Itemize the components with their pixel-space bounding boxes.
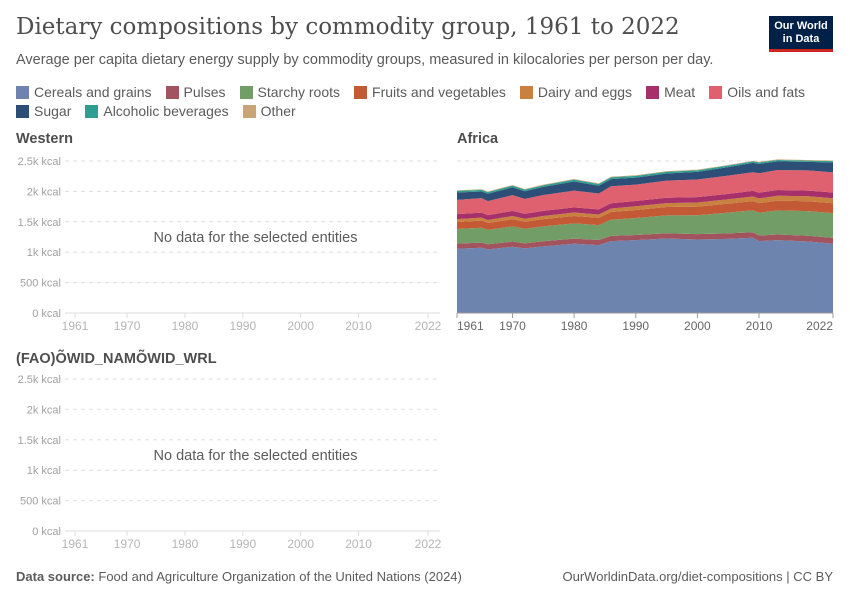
legend-swatch <box>519 85 533 99</box>
legend-label: Starchy roots <box>257 84 341 100</box>
x-tick-label: 2000 <box>287 537 314 551</box>
area-pulses[interactable] <box>457 232 833 250</box>
y-tick-label: 0 kcal <box>32 526 61 538</box>
y-tick-label: 2.5k kcal <box>18 374 61 386</box>
x-tick-label: 1961 <box>457 319 484 333</box>
footer-link-area: OurWorldinData.org/diet-compositions | C… <box>563 569 833 584</box>
x-tick-label: 1961 <box>62 537 89 551</box>
x-tick-label: 2022 <box>415 319 442 333</box>
chart-title: Dietary compositions by commodity group,… <box>16 14 680 40</box>
legend-swatch <box>709 85 723 99</box>
data-source-label: Data source: <box>16 569 95 584</box>
x-tick-label: 2022 <box>806 319 833 333</box>
x-tick-label: 2010 <box>746 319 773 333</box>
legend-swatch <box>354 85 368 99</box>
x-tick-label: 2010 <box>345 537 372 551</box>
y-tick-label: 1k kcal <box>27 247 61 259</box>
area-fruits-and-vegetables[interactable] <box>457 200 833 230</box>
legend-item[interactable]: Fruits and vegetables <box>354 84 506 100</box>
x-tick-label: 1980 <box>172 319 199 333</box>
y-tick-label: 500 kcal <box>20 496 61 508</box>
chart-url-link[interactable]: OurWorldinData.org/diet-compositions <box>562 569 783 584</box>
y-tick-label: 500 kcal <box>20 278 61 290</box>
y-tick-label: 2k kcal <box>27 404 61 416</box>
x-tick-label: 1970 <box>499 319 526 333</box>
panel-0: 0 kcal 500 kcal 1k kcal 1.5k kcal 2k kcal 2.5… <box>18 156 442 333</box>
owid-logo[interactable]: Our World in Data <box>769 16 833 52</box>
x-tick-label: 1990 <box>229 537 256 551</box>
x-tick-label: 1990 <box>229 319 256 333</box>
area-dairy-and-eggs[interactable] <box>457 195 833 224</box>
area-oils-and-fats[interactable] <box>457 169 833 216</box>
x-tick-label: 2000 <box>287 319 314 333</box>
legend-item[interactable]: Other <box>242 103 296 119</box>
area-starchy-roots[interactable] <box>457 210 833 245</box>
legend-swatch <box>242 104 256 118</box>
legend-item[interactable]: Meat <box>646 84 695 100</box>
legend-label: Alcoholic beverages <box>103 103 229 119</box>
legend-label: Sugar <box>34 103 72 119</box>
legend-label: Dairy and eggs <box>537 84 633 100</box>
legend-swatch <box>16 85 29 99</box>
x-tick-label: 2000 <box>684 319 711 333</box>
legend-item[interactable]: Alcoholic beverages <box>85 103 229 119</box>
panel-title-africa: Africa <box>457 131 499 147</box>
legend-item[interactable]: Sugar <box>16 103 71 119</box>
data-source: Data source: Food and Agriculture Organi… <box>16 569 462 584</box>
x-tick-label: 1980 <box>172 537 199 551</box>
legend-item[interactable]: Oils and fats <box>709 84 805 100</box>
legend-label: Oils and fats <box>727 84 806 100</box>
x-tick-label: 2010 <box>345 319 372 333</box>
y-tick-label: 2k kcal <box>27 186 61 198</box>
no-data-message: No data for the selected entities <box>154 230 358 246</box>
area-cereals-and-grains[interactable] <box>457 237 833 313</box>
x-tick-label: 1970 <box>114 537 141 551</box>
legend-item[interactable]: Dairy and eggs <box>519 84 633 100</box>
legend-row-1: Cereals and grains Pulses Starchy roots Fru… <box>16 84 805 100</box>
x-tick-label: 1961 <box>62 319 89 333</box>
legend-item[interactable]: Pulses <box>165 84 226 100</box>
legend-item[interactable]: Starchy roots <box>239 84 341 100</box>
y-tick-label: 2.5k kcal <box>18 156 61 168</box>
legend-swatch <box>165 85 179 99</box>
legend-swatch <box>646 85 660 99</box>
x-tick-label: 1980 <box>561 319 588 333</box>
y-tick-label: 0 kcal <box>32 308 61 320</box>
area-alcoholic-beverages[interactable] <box>457 159 833 194</box>
legend-row-2: Sugar Alcoholic beverages Other <box>16 103 296 119</box>
license: | CC BY <box>786 569 833 584</box>
no-data-message: No data for the selected entities <box>154 448 358 464</box>
y-tick-label: 1.5k kcal <box>18 435 61 447</box>
panel-title-fao-wrl: (FAO)ÕWID_NAMÕWID_WRL <box>16 351 217 367</box>
chart-subtitle: Average per capita dietary energy supply… <box>16 52 714 68</box>
y-tick-label: 1k kcal <box>27 465 61 477</box>
legend-label: Cereals and grains <box>34 84 152 100</box>
legend-item[interactable]: Cereals and grains <box>16 84 152 100</box>
legend-label: Pulses <box>183 84 226 100</box>
panel-2: 1961 1970 1980 1990 2000 2010 2022 <box>456 159 834 333</box>
legend-swatch <box>85 104 99 118</box>
x-tick-label: 1990 <box>622 319 649 333</box>
legend-label: Meat <box>664 84 696 100</box>
legend-swatch <box>239 85 253 99</box>
panel-1: 0 kcal 500 kcal 1k kcal 1.5k kcal 2k kcal 2.5… <box>18 374 442 551</box>
area-meat[interactable] <box>457 190 833 221</box>
panel-title-western: Western <box>16 131 73 147</box>
area-sugar[interactable] <box>457 161 833 202</box>
legend-label: Fruits and vegetables <box>372 84 506 100</box>
y-tick-label: 1.5k kcal <box>18 217 61 229</box>
x-tick-label: 1970 <box>114 319 141 333</box>
data-source-text: Food and Agriculture Organization of the… <box>98 569 462 584</box>
legend-label: Other <box>260 103 296 119</box>
x-tick-label: 2022 <box>415 537 442 551</box>
legend-swatch <box>16 104 29 118</box>
